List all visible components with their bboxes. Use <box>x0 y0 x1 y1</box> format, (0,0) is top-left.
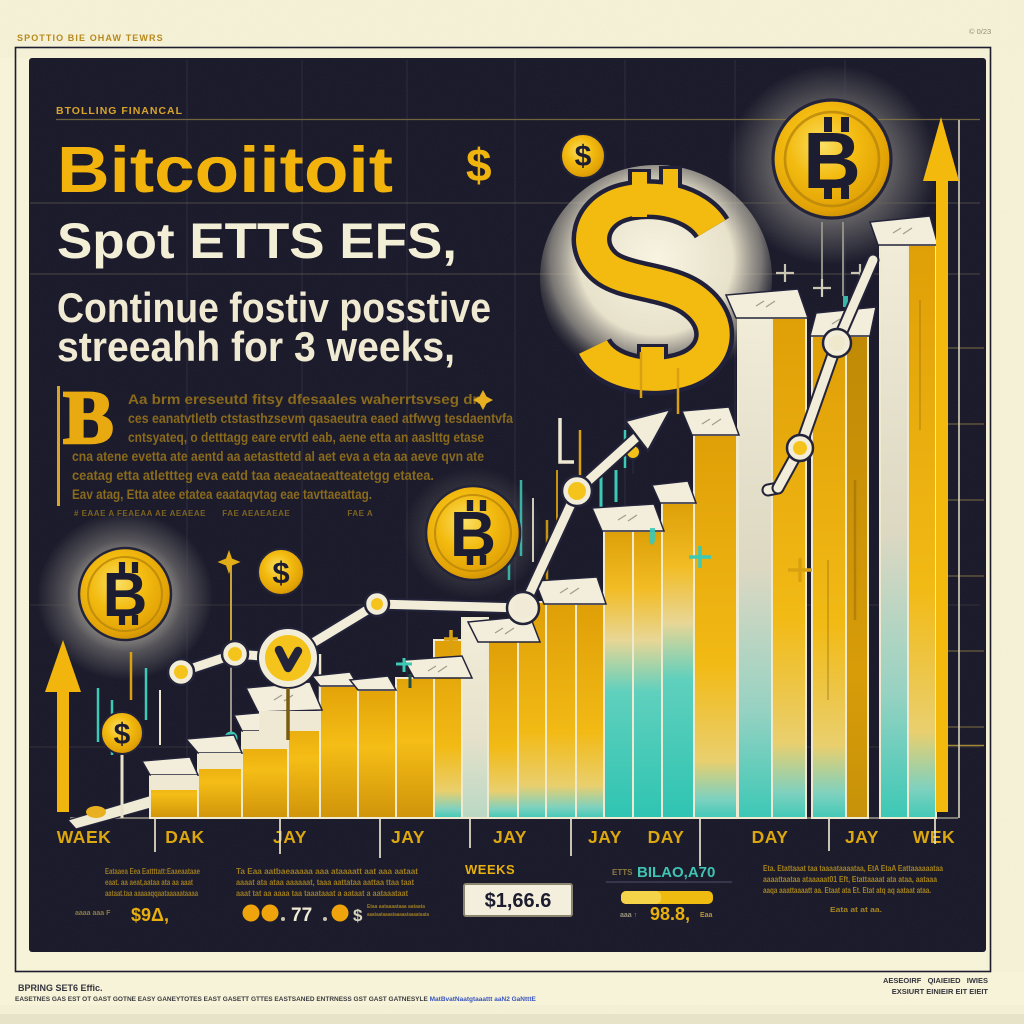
svg-text:Eaa: Eaa <box>700 912 713 919</box>
svg-text:DAY: DAY <box>648 827 685 847</box>
svg-text:AESEOIRF QIAIEIED IWIES: AESEOIRF QIAIEIED IWIES <box>883 976 988 985</box>
svg-text:aaaattaataa ataaaaat01 Eft, Et: aaaattaataa ataaaaat01 Eft, Etattaaaat a… <box>763 874 937 884</box>
svg-text:DAK: DAK <box>165 827 204 847</box>
svg-text:Eataaea Eea Eattttatt:Eaaeaata: Eataaea Eea Eattttatt:Eaaeaataae <box>105 866 200 876</box>
svg-text:Continue fostiv posstive: Continue fostiv posstive <box>57 284 491 331</box>
svg-text:cntsyateq, o detttagg eare erv: cntsyateq, o detttagg eare ervtd eab, ae… <box>128 430 484 445</box>
svg-text:$: $ <box>114 718 131 751</box>
svg-text:BPRING SET6 Effic.: BPRING SET6 Effic. <box>18 983 103 993</box>
svg-text:EASETNES GAS EST OT GAST GOTNE: EASETNES GAS EST OT GAST GOTNE EASY GANE… <box>15 996 536 1003</box>
svg-text:BTOLLING FINANCAL: BTOLLING FINANCAL <box>56 105 183 117</box>
svg-text:Bitcoiitoit: Bitcoiitoit <box>57 133 393 206</box>
svg-text:$: $ <box>272 555 289 590</box>
svg-text:streeahh for 3 weeks,: streeahh for 3 weeks, <box>57 323 455 370</box>
svg-text:B: B <box>63 376 114 460</box>
svg-text:aaa ↑: aaa ↑ <box>620 912 637 919</box>
svg-text:$: $ <box>575 140 592 173</box>
svg-text:Eata at at aa.: Eata at at aa. <box>830 907 882 914</box>
svg-text:$: $ <box>466 139 492 191</box>
svg-text:Eav atag, Etta atee etatea eaa: Eav atag, Etta atee etatea eaataqvtag ea… <box>72 487 372 502</box>
svg-text:JAY: JAY <box>845 827 879 847</box>
svg-text:$9Δ,: $9Δ, <box>131 905 169 925</box>
svg-text:Spot ETTS EFS,: Spot ETTS EFS, <box>57 213 457 269</box>
svg-text:aaataataaaataaaaataaaataata: aaataataaaataaaaataaaataata <box>367 912 430 918</box>
svg-text:WEEKS: WEEKS <box>465 862 515 877</box>
svg-text:JAY: JAY <box>391 827 425 847</box>
svg-text:EXSIURT EINIEIR EIT EIEIT: EXSIURT EINIEIR EIT EIEIT <box>892 987 989 996</box>
svg-text:ETTS: ETTS <box>612 868 633 877</box>
svg-text:JAY: JAY <box>493 827 527 847</box>
svg-text:aaqa aaattaaaatt aa. Etaat ata: aaqa aaattaaaatt aa. Etaat ata Et. Etat … <box>763 885 931 895</box>
svg-text:aaat tat aa aaaa taa taaataaa: aaat tat aa aaaa taa taaataaat a aataat … <box>236 888 408 898</box>
svg-text:aataat.taa aaaaaqqaataaaaataaa: aataat.taa aaaaaqqaataaaaataaaa <box>105 888 198 898</box>
svg-text:98.8,: 98.8, <box>650 904 690 924</box>
svg-text:# EAAE A FEAEAA AE AEAEAE: # EAAE A FEAEAA AE AEAEAE FAE AEAEAEAE F… <box>74 509 373 518</box>
svg-text:SPOTTIO BIE OHAW TEWRS: SPOTTIO BIE OHAW TEWRS <box>17 33 164 43</box>
svg-text:Etaa aataaaataaa aataata: Etaa aataaaataaa aataata <box>367 904 426 910</box>
svg-text:DAY: DAY <box>752 827 789 847</box>
svg-text:Ta Eaa aatbaeaaaaa aaa ataaaat: Ta Eaa aatbaeaaaaa aaa ataaaatt aat aaa … <box>236 866 418 876</box>
svg-text:ceatag etta atlettteg eva eatd: ceatag etta atlettteg eva eatd taa aeaea… <box>72 468 434 483</box>
svg-text:$: $ <box>353 906 363 925</box>
svg-text:$1,66.6: $1,66.6 <box>485 890 552 912</box>
svg-text:Eta. Etattaaat taa taaaataaaat: Eta. Etattaaat taa taaaataaaataa, EtA Et… <box>763 863 943 873</box>
svg-text:JAY: JAY <box>273 827 307 847</box>
svg-text:ces eanatvtletb ctstasthzsevm: ces eanatvtletb ctstasthzsevm qasaeutra … <box>128 411 513 426</box>
svg-text:Aa brm ereseutd fitsy dfesaale: Aa brm ereseutd fitsy dfesaales waherrts… <box>128 392 486 407</box>
svg-text:77: 77 <box>291 905 312 926</box>
svg-text:cna atene evetta ate aentd aa: cna atene evetta ate aentd aa aetasttetd… <box>72 449 484 464</box>
svg-text:aaaa aaa F: aaaa aaa F <box>75 910 111 917</box>
svg-text:WEK: WEK <box>913 827 955 847</box>
svg-text:eaat. aa aeat,aataa ata aa aaa: eaat. aa aeat,aataa ata aa aaat <box>105 877 193 887</box>
svg-text:BILAO,A70: BILAO,A70 <box>637 864 715 881</box>
svg-text:aaaat ata ataa aaaaaat, taaa a: aaaat ata ataa aaaaaat, taaa aattataa aa… <box>236 877 414 887</box>
svg-text:© 0/23: © 0/23 <box>969 27 991 36</box>
svg-text:JAY: JAY <box>588 827 622 847</box>
svg-text:WAEK: WAEK <box>57 827 112 847</box>
